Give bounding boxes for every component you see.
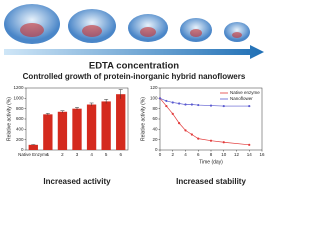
point bbox=[165, 99, 168, 103]
error-bar bbox=[118, 89, 123, 99]
bar bbox=[43, 114, 53, 150]
x-tick-label: Native Enzyme bbox=[18, 152, 49, 157]
point bbox=[190, 103, 193, 106]
arrow-label: EDTA concentration bbox=[89, 61, 179, 72]
x-tick-label: 6 bbox=[119, 152, 122, 157]
error-bar bbox=[89, 102, 94, 107]
x-tick-label: 14 bbox=[247, 152, 253, 157]
series-line bbox=[159, 98, 250, 146]
point bbox=[222, 104, 225, 108]
point bbox=[197, 137, 200, 140]
y-tick-label: 100 bbox=[150, 96, 158, 101]
x-tick-label: 2 bbox=[61, 152, 64, 157]
y-tick-label: 600 bbox=[16, 116, 24, 121]
y-tick-label: 60 bbox=[152, 116, 158, 121]
x-tick-label: 2 bbox=[171, 152, 174, 157]
bar bbox=[72, 108, 82, 150]
error-bar bbox=[75, 107, 79, 110]
point bbox=[184, 129, 187, 132]
bar bbox=[28, 144, 38, 150]
point bbox=[209, 104, 213, 107]
x-tick-label: 0 bbox=[159, 152, 162, 157]
x-tick-label: 10 bbox=[221, 152, 227, 157]
point bbox=[165, 104, 168, 108]
bar bbox=[116, 94, 126, 150]
y-tick-label: 120 bbox=[150, 85, 158, 90]
caption: Increased activity bbox=[43, 177, 111, 186]
error-bar bbox=[31, 144, 36, 146]
point bbox=[184, 103, 187, 106]
y-tick-label: 80 bbox=[152, 106, 158, 111]
x-tick-label: 4 bbox=[184, 152, 187, 157]
point bbox=[248, 104, 251, 108]
point bbox=[171, 101, 174, 104]
x-tick-label: 6 bbox=[197, 152, 200, 157]
y-tick-label: 40 bbox=[152, 127, 158, 132]
series-line bbox=[159, 98, 250, 107]
error-bar bbox=[60, 110, 65, 113]
y-tick-label: 1200 bbox=[13, 85, 24, 90]
x-tick-label: 5 bbox=[105, 152, 108, 157]
y-tick-label: 20 bbox=[152, 137, 158, 142]
y-tick-label: 1000 bbox=[13, 96, 24, 101]
point bbox=[197, 103, 200, 107]
point bbox=[248, 143, 251, 146]
y-tick-label: 0 bbox=[21, 147, 24, 152]
arrow bbox=[4, 45, 264, 59]
point bbox=[158, 97, 162, 100]
x-tick-label: 4 bbox=[90, 152, 93, 157]
y-tick-label: 400 bbox=[16, 127, 24, 132]
x-tick-label: 1 bbox=[47, 152, 50, 157]
point bbox=[178, 102, 181, 105]
y-axis-label: Relative activity (%) bbox=[140, 97, 146, 141]
bar bbox=[101, 101, 111, 150]
y-tick-label: 800 bbox=[16, 106, 24, 111]
point bbox=[171, 112, 174, 115]
point bbox=[222, 141, 225, 144]
legend-label: Nanoflower bbox=[230, 96, 253, 101]
point bbox=[190, 133, 193, 136]
x-tick-label: 3 bbox=[76, 152, 79, 157]
point bbox=[178, 122, 181, 125]
x-axis-label: Time (day) bbox=[199, 159, 223, 165]
y-axis-label: Relative activity (%) bbox=[6, 97, 12, 141]
y-tick-label: 0 bbox=[155, 147, 158, 152]
y-tick-label: 200 bbox=[16, 137, 24, 142]
figure-title: Controlled growth of protein-inorganic h… bbox=[23, 72, 246, 81]
x-tick-label: 8 bbox=[210, 152, 213, 157]
caption: Increased stability bbox=[176, 177, 246, 186]
x-tick-label: 16 bbox=[259, 152, 265, 157]
legend-label: Native enzyme bbox=[230, 90, 260, 95]
point bbox=[209, 139, 213, 142]
bar bbox=[86, 104, 97, 150]
error-bar bbox=[45, 113, 50, 116]
error-bar bbox=[104, 99, 109, 104]
flower-images bbox=[4, 4, 250, 44]
x-tick-label: 12 bbox=[234, 152, 240, 157]
figure: EDTA concentration Controlled growth of … bbox=[4, 4, 265, 186]
bar bbox=[57, 111, 68, 150]
